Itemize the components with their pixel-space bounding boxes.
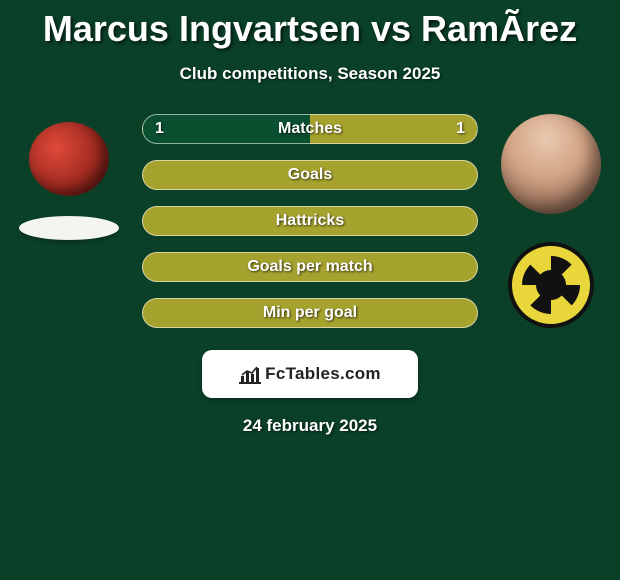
player-right-avatar <box>501 114 601 214</box>
site-logo: FcTables.com <box>202 350 418 398</box>
site-logo-text: FcTables.com <box>265 364 381 384</box>
player-right-club-badge <box>508 242 594 328</box>
stat-label: Hattricks <box>276 212 344 230</box>
stat-bar-min-per-goal: Min per goal <box>142 298 478 328</box>
stat-bar-goals: Goals <box>142 160 478 190</box>
page-title: Marcus Ingvartsen vs RamÃ­rez <box>0 0 620 50</box>
stat-value-right: 1 <box>456 120 465 138</box>
stat-label: Goals per match <box>247 258 372 276</box>
stat-bar-matches: 1 Matches 1 <box>142 114 478 144</box>
stat-label: Min per goal <box>263 304 357 322</box>
player-left-club-placeholder <box>19 216 119 240</box>
player-left-avatar <box>29 122 109 196</box>
comparison-panel: 1 Matches 1 Goals Hattricks Goals per ma… <box>0 114 620 436</box>
bar-chart-icon <box>239 364 261 384</box>
stat-bar-goals-per-match: Goals per match <box>142 252 478 282</box>
left-player-column <box>8 114 130 240</box>
stat-value-left: 1 <box>155 120 164 138</box>
stat-bar-hattricks: Hattricks <box>142 206 478 236</box>
stat-bars: 1 Matches 1 Goals Hattricks Goals per ma… <box>142 114 478 328</box>
stat-label: Goals <box>288 166 332 184</box>
subtitle: Club competitions, Season 2025 <box>0 64 620 84</box>
stat-label: Matches <box>278 120 342 138</box>
right-player-column <box>490 114 612 328</box>
date-label: 24 february 2025 <box>0 416 620 436</box>
